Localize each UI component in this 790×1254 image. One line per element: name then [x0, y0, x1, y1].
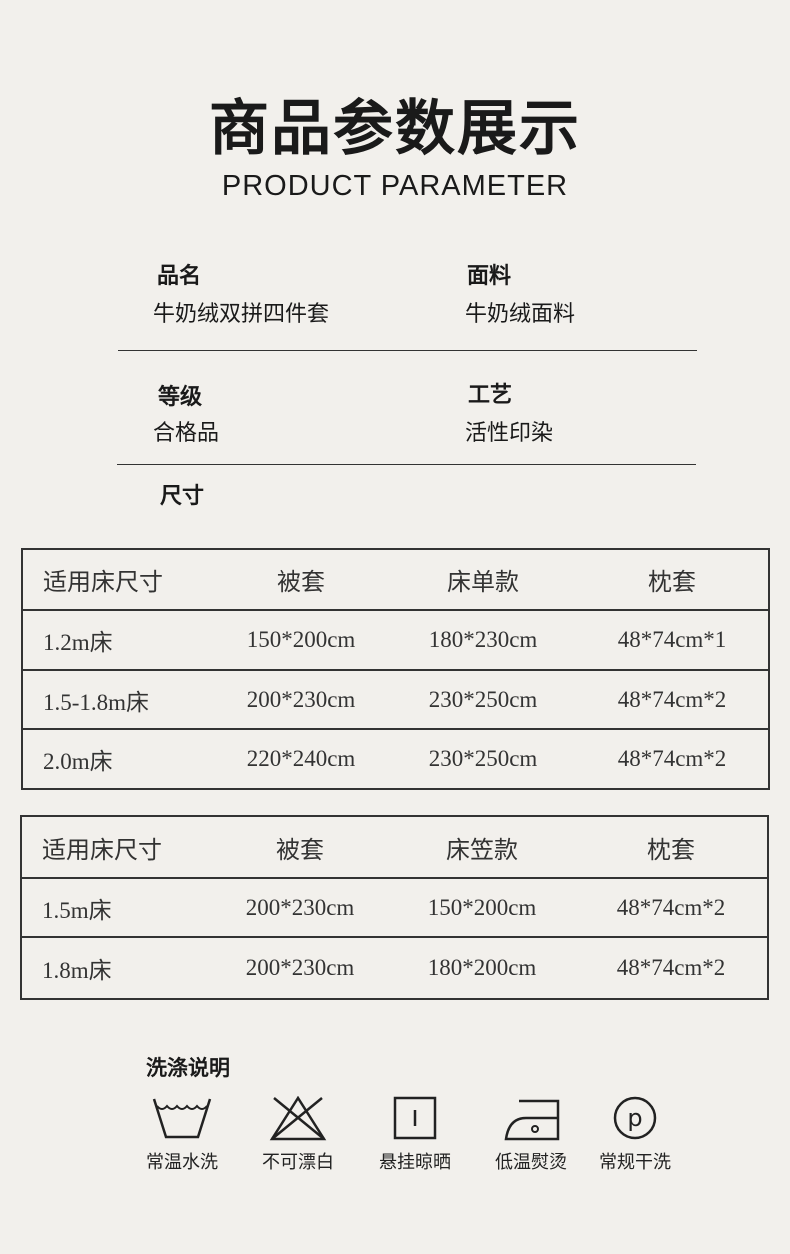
- table-row: 2.0m床 220*240cm 230*250cm 48*74cm*2: [22, 728, 769, 789]
- cell: 48*74cm*2: [575, 877, 768, 937]
- header-cell: 床笠款: [446, 837, 518, 864]
- cell: 200*230cm: [212, 669, 390, 729]
- header-cell: 适用床尺寸: [42, 837, 162, 864]
- header-cell: 被套: [277, 570, 325, 596]
- divider: [117, 464, 696, 465]
- care-item: p 常规干洗: [580, 1096, 690, 1174]
- param-label-fabric: 面料: [467, 264, 512, 289]
- page-title: 商品参数展示: [209, 94, 581, 164]
- cell: 2.0m床: [22, 728, 212, 789]
- cell: 1.2m床: [22, 609, 212, 670]
- cell: 230*250cm: [390, 728, 576, 789]
- cell: 48*74cm*2: [576, 728, 769, 789]
- cell: 1.5-1.8m床: [22, 669, 212, 729]
- care-label: 不可漂白: [262, 1152, 334, 1173]
- care-label: 低温熨烫: [495, 1152, 567, 1173]
- cell: 180*230cm: [390, 609, 576, 670]
- care-label: 常温水洗: [146, 1152, 218, 1173]
- cell: 150*200cm: [389, 877, 575, 937]
- page-subtitle: PRODUCT PARAMETER: [221, 170, 569, 202]
- cell: 1.8m床: [21, 936, 211, 999]
- header-cell: 床单款: [447, 570, 519, 596]
- size-label: 尺寸: [160, 484, 205, 509]
- param-label-name: 品名: [157, 264, 202, 289]
- cell: 48*74cm*1: [576, 609, 769, 670]
- header-cell: 枕套: [648, 570, 696, 596]
- divider: [118, 350, 697, 351]
- header-cell: 被套: [276, 837, 324, 864]
- param-value-fabric: 牛奶绒面料: [465, 302, 576, 327]
- dry-clean-p-icon: p: [613, 1096, 657, 1140]
- cell: 200*230cm: [211, 936, 389, 999]
- care-item: 常温水洗: [127, 1096, 237, 1174]
- cell: 48*74cm*2: [576, 669, 769, 729]
- no-bleach-icon: [269, 1096, 327, 1141]
- low-iron-icon: [504, 1099, 560, 1141]
- param-value-grade: 合格品: [153, 421, 220, 446]
- cell: 1.5m床: [21, 877, 211, 937]
- table-row: 1.8m床 200*230cm 180*200cm 48*74cm*2: [21, 936, 768, 999]
- cell: 150*200cm: [212, 609, 390, 670]
- svg-text:p: p: [627, 1104, 642, 1132]
- header-cell: 枕套: [647, 837, 695, 864]
- care-item: 低温熨烫: [476, 1096, 586, 1174]
- cell: 48*74cm*2: [575, 936, 768, 999]
- wash-basin-icon: [152, 1098, 212, 1139]
- cell: 220*240cm: [212, 728, 390, 789]
- table-header-row: 适用床尺寸 被套 床笠款 枕套: [21, 816, 768, 878]
- washing-title: 洗涤说明: [146, 1056, 230, 1080]
- cell: 200*230cm: [211, 877, 389, 937]
- header-cell: 适用床尺寸: [43, 570, 163, 596]
- param-value-name: 牛奶绒双拼四件套: [153, 302, 330, 327]
- cell: 180*200cm: [389, 936, 575, 999]
- param-label-craft: 工艺: [468, 383, 513, 408]
- care-label: 悬挂晾晒: [379, 1152, 451, 1173]
- care-item: 悬挂晾晒: [360, 1096, 470, 1174]
- size-table-sheet: 适用床尺寸 被套 床单款 枕套 1.2m床 150*200cm 180*230c…: [21, 548, 770, 790]
- table-row: 1.2m床 150*200cm 180*230cm 48*74cm*1: [22, 609, 769, 670]
- cell: 230*250cm: [390, 669, 576, 729]
- table-header-row: 适用床尺寸 被套 床单款 枕套: [22, 549, 769, 610]
- size-table-fitted: 适用床尺寸 被套 床笠款 枕套 1.5m床 200*230cm 150*200c…: [20, 815, 769, 1000]
- table-row: 1.5-1.8m床 200*230cm 230*250cm 48*74cm*2: [22, 669, 769, 729]
- table-row: 1.5m床 200*230cm 150*200cm 48*74cm*2: [21, 877, 768, 937]
- hang-dry-icon: [393, 1096, 437, 1140]
- care-item: 不可漂白: [243, 1096, 353, 1174]
- param-label-grade: 等级: [158, 385, 203, 410]
- care-label: 常规干洗: [599, 1152, 671, 1173]
- param-value-craft: 活性印染: [465, 421, 554, 446]
